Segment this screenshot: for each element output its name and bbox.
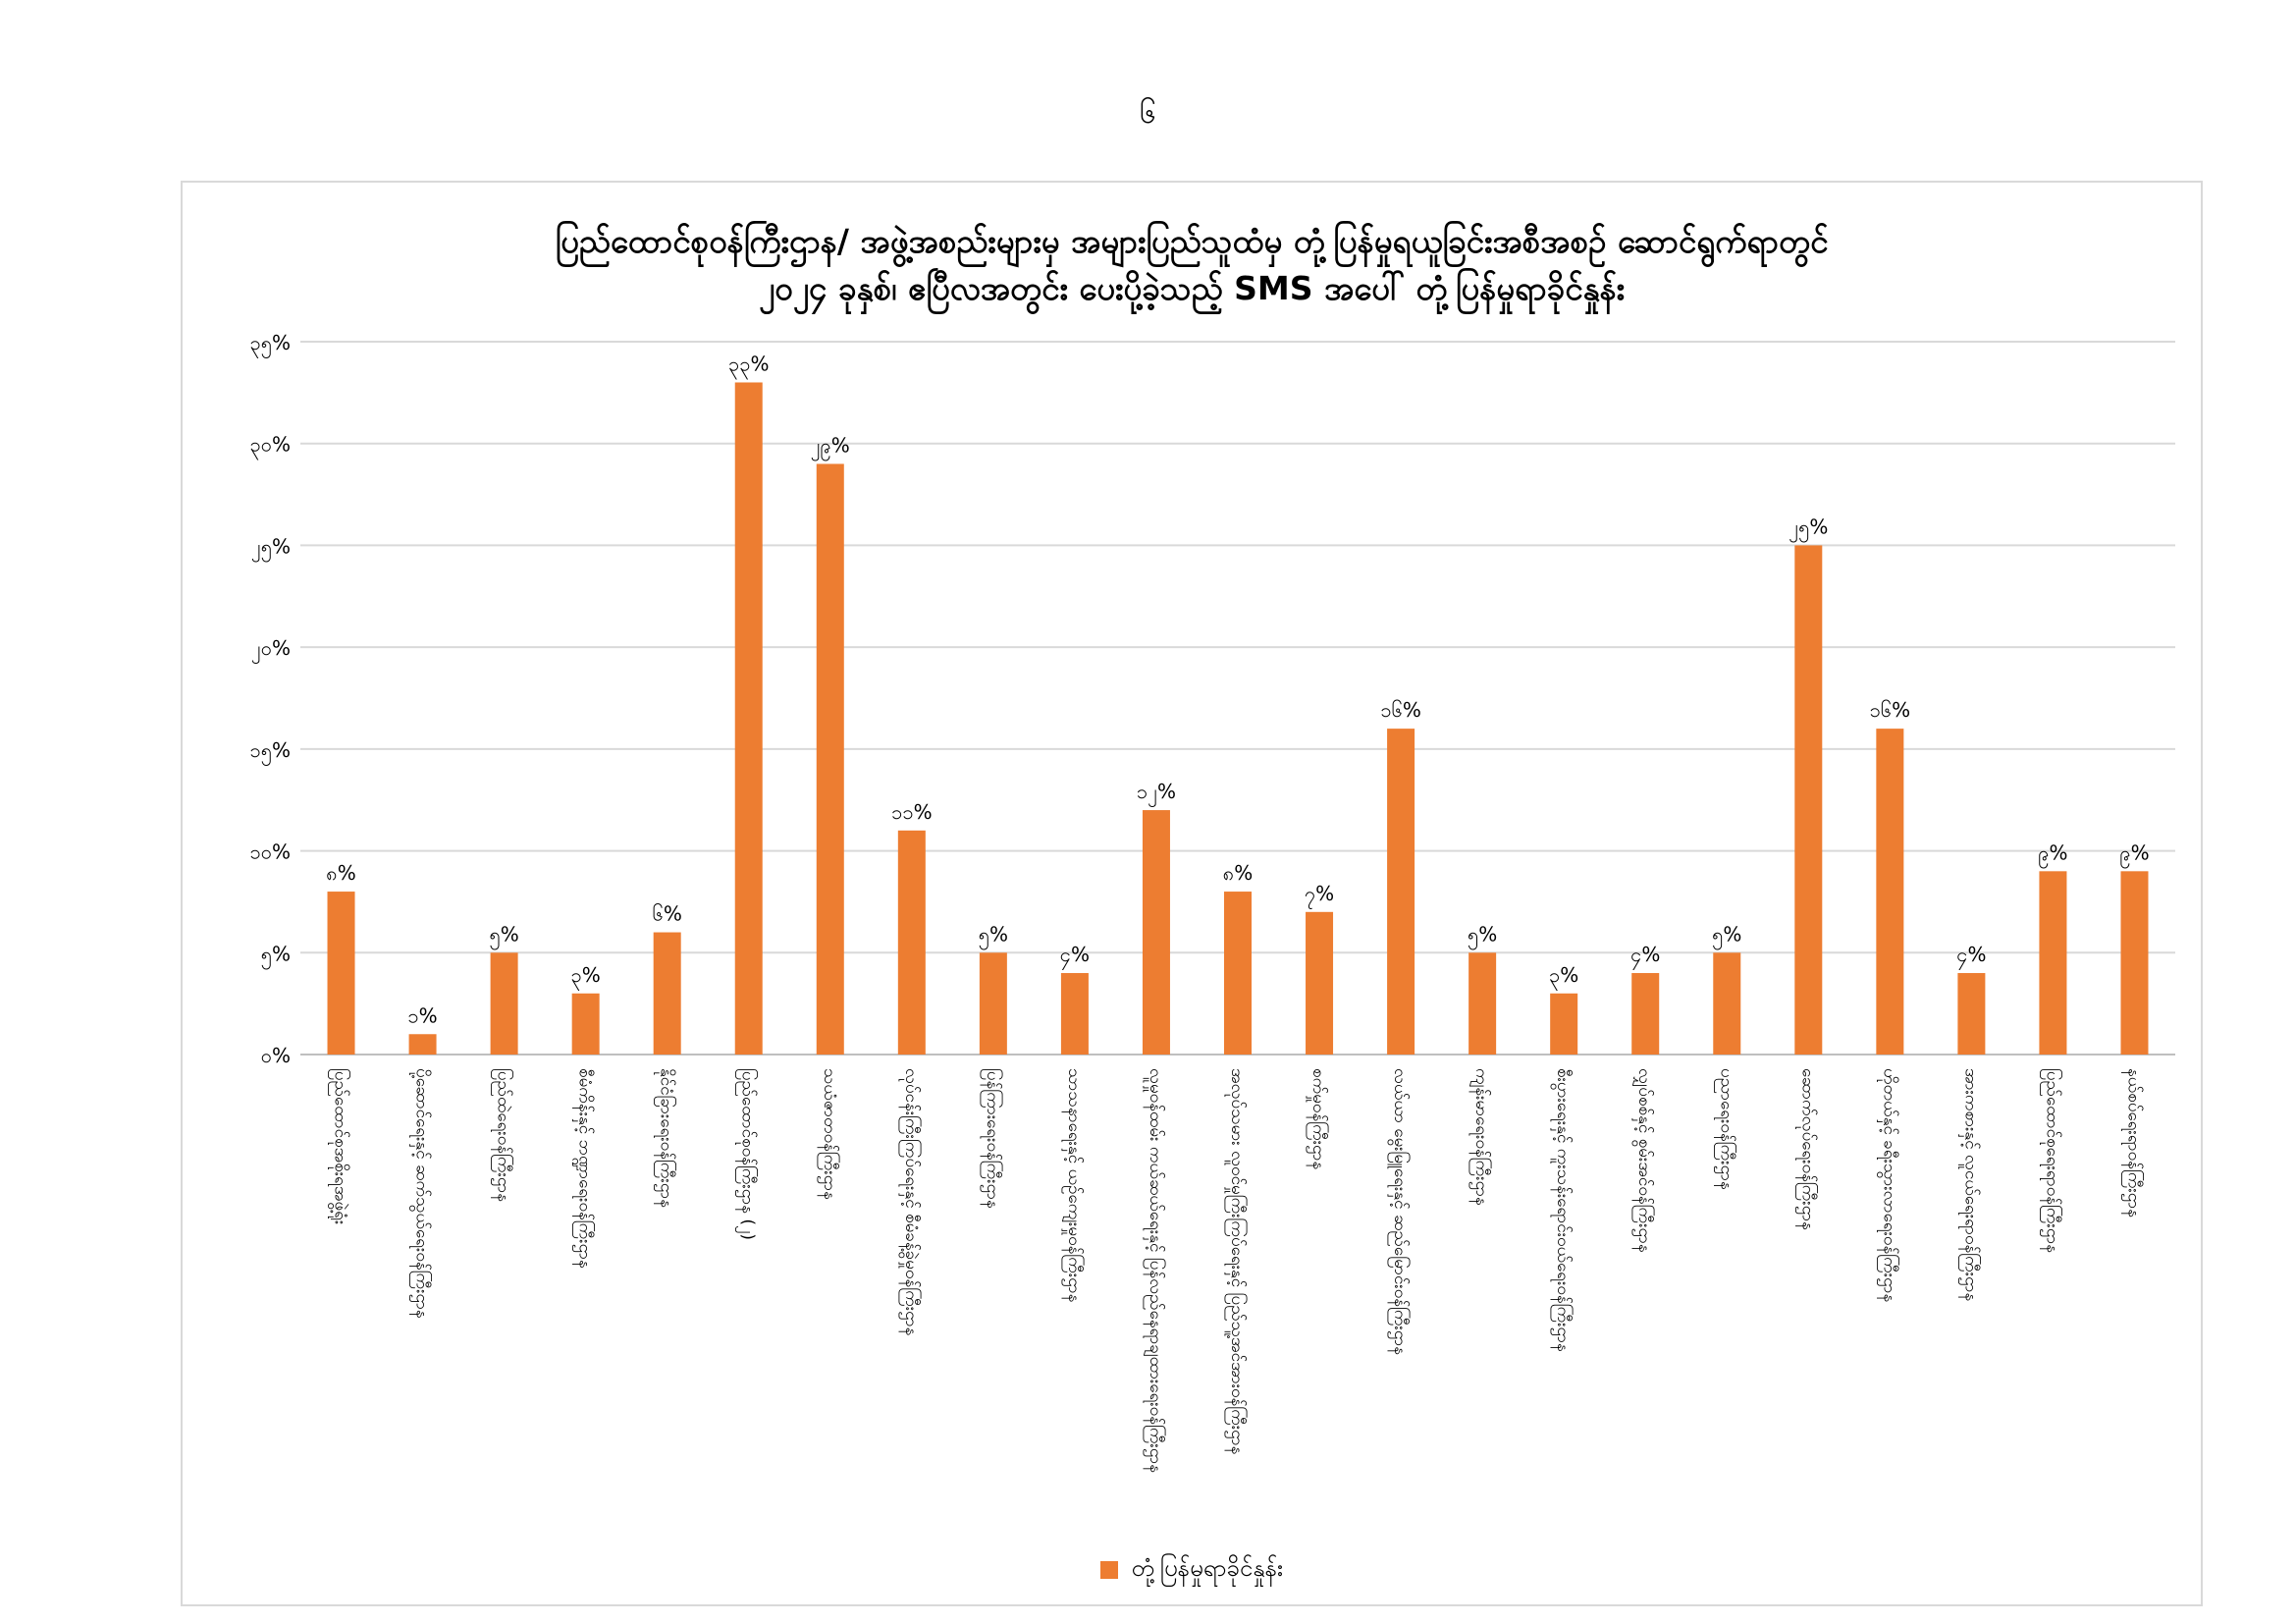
data-label: ၁၁% <box>891 800 933 824</box>
bar <box>653 932 681 1055</box>
x-tick-label: သာသနာရေးနှင့် ယဉ်ကျေးမှုဝန်ကြီးဌာန <box>1061 1068 1086 1302</box>
bar <box>2039 871 2067 1055</box>
x-tick-label: လူမှုဝန်ထမ်း ကယ်ဆယ်ရေးနှင့် ပြန်လည်နေရာခ… <box>1143 1068 1167 1473</box>
chart-legend: တုံ့ပြန်မှုရာခိုင်နှုန်း <box>183 1552 2201 1588</box>
data-label: ၅% <box>489 922 518 949</box>
x-tick-label: ပညာရေးဝန်ကြီးဌာန <box>1713 1068 1737 1190</box>
x-tick-label: ကျန်းမာရေးဝန်ကြီးဌာန <box>1468 1068 1493 1206</box>
bar <box>1142 810 1170 1055</box>
x-tick-label: ပြည်ထောင်စုရေးရာဝန်ကြီးဌာန <box>2039 1068 2063 1253</box>
bar <box>1468 952 1497 1055</box>
bar <box>408 1034 437 1055</box>
y-tick-label: ၂၀% <box>251 636 291 664</box>
x-tick-label: နယ်စပ်ရေးရာဝန်ကြီးဌာန <box>2120 1068 2145 1218</box>
data-label: ၃% <box>571 963 601 991</box>
bar <box>571 993 600 1055</box>
data-label: ၈% <box>1223 861 1253 885</box>
data-label: ၁၆% <box>1870 698 1911 722</box>
data-label: ၁% <box>407 1003 437 1027</box>
data-label: ၃၃% <box>728 352 770 379</box>
x-tick-label: လုပ်ငန်းကြီးကြပ်ရေးနှင့် စီမံခန့်ခွဲမှုဝ… <box>898 1068 923 1335</box>
data-label: ၉% <box>2119 840 2149 868</box>
data-label: ၉% <box>2038 840 2067 868</box>
page-number: ၆ <box>1140 96 1156 131</box>
bar <box>897 830 926 1055</box>
bar <box>1306 911 1334 1055</box>
y-tick-label: ၃၀% <box>249 433 291 460</box>
data-label: ၅% <box>1468 922 1497 949</box>
x-tick-label: အားကစားနှင့် လူငယ်ရေးရာဝန်ကြီးဌာန <box>1957 1068 1982 1301</box>
data-label: ၆% <box>653 902 682 926</box>
y-tick-label: ၁၅% <box>249 738 291 766</box>
x-tick-label: နိုင်ငံခြားရေးဝန်ကြီးဌာန <box>654 1068 678 1208</box>
data-label: ၅% <box>979 922 1008 949</box>
y-tick-label: ၁၀% <box>249 840 291 864</box>
y-tick-label: ၀% <box>261 1044 291 1067</box>
x-tick-label: ပြည်ထဲရေးဝန်ကြီးဌာန <box>491 1068 515 1202</box>
legend-swatch <box>1099 1561 1118 1579</box>
x-tick-label: လျှပ်စစ်နှင့် စွမ်းအင်ဝန်ကြီးဌာန <box>1631 1068 1656 1253</box>
data-label: ၁၆% <box>1380 698 1421 722</box>
bar <box>1713 952 1741 1055</box>
x-tick-label: ပြည်ထောင်စုအစိုးရအဖွဲ့ရုံး <box>328 1068 352 1224</box>
bar <box>979 952 1007 1055</box>
x-tick-label: ပြည်ထောင်စုဝန်ကြီးဌာန (၂) <box>735 1068 760 1240</box>
bar <box>2120 871 2149 1055</box>
bar <box>816 463 844 1055</box>
x-tick-label: လယ်ယာ မွေးမြူရေးနှင့် ဆည်မြောင်းဝန်ကြီးဌ… <box>1387 1068 1412 1355</box>
x-tick-label: သယံဇာတဝန်ကြီးဌာန <box>817 1068 841 1200</box>
y-tick-label: ၃၅% <box>249 331 291 358</box>
bar <box>1550 993 1578 1055</box>
bar <box>327 892 355 1055</box>
bar <box>734 382 763 1055</box>
y-tick-label: ၂၅% <box>251 534 291 562</box>
data-label: ၇% <box>1305 882 1334 909</box>
bar <box>1876 729 1904 1055</box>
x-tick-label: ပြန်ကြားရေးဝန်ကြီးဌာန <box>980 1068 1004 1209</box>
x-tick-label: ဟိုတယ်နှင့် ခရီးသွားလာရေးဝန်ကြီးဌာန <box>1876 1068 1900 1302</box>
bar <box>1794 545 1823 1055</box>
data-label: ၂၉% <box>811 433 850 460</box>
bar <box>1224 892 1252 1055</box>
data-label: ၄% <box>1630 943 1660 970</box>
data-label: ၁၂% <box>1137 780 1176 807</box>
x-tick-label: ဆောက်လုပ်ရေးဝန်ကြီးဌာန <box>1794 1068 1819 1230</box>
data-label: ၄% <box>1060 943 1090 970</box>
chart-title-line-1: ပြည်ထောင်စုဝန်ကြီးဌာန/ အဖွဲ့အစည်းများမှ … <box>555 222 1829 260</box>
bar <box>490 952 518 1055</box>
data-label: ၅% <box>1712 922 1741 949</box>
x-tick-label: စီးပွားရေးနှင့် ကူးသန်းရောင်းဝယ်ရေးဝန်ကြ… <box>1550 1068 1575 1352</box>
bar <box>1387 729 1415 1055</box>
data-label: ၂၅% <box>1789 514 1828 542</box>
x-tick-label: စက်မှုဝန်ကြီးဌာန <box>1306 1068 1330 1169</box>
chart-frame: ပြည်ထောင်စုဝန်ကြီးဌာန/ အဖွဲ့အစည်းများမှ … <box>181 181 2203 1606</box>
legend-label: တုံ့ပြန်မှုရာခိုင်နှုန်း <box>1131 1554 1284 1582</box>
x-tick-label: အလုပ်သမား လူဝင်မှုကြီးကြပ်ရေးနှင့် ပြည်သ… <box>1224 1068 1249 1454</box>
bar <box>1060 973 1089 1055</box>
data-label: ၄% <box>1956 943 1986 970</box>
x-tick-label: ပို့ဆောင်ရေးနှင့် ဆက်သွယ်ရေးဝန်ကြီးဌာန <box>409 1068 434 1319</box>
bar-chart: ၀% ၅% ၁၀% ၁၅% ၂၀% ၂၅% ၃၀% ၃၅% ၈% ပြည်ထောင်စုအစိုး… <box>249 331 2175 1473</box>
y-tick-label: ၅% <box>261 942 291 969</box>
data-label: ၈% <box>326 861 355 885</box>
bar <box>1631 973 1660 1055</box>
x-tick-label: စီမံကိန်းနှင့် ဘဏ္ဍာရေးဝန်ကြီးဌာန <box>572 1068 597 1269</box>
bar <box>1957 973 1986 1055</box>
chart-title-line-2: ၂၀၂၄ ခုနှစ်၊ ဧပြီလအတွင်း ပေးပို့ခဲ့သည့် … <box>758 269 1626 307</box>
data-label: ၃% <box>1549 963 1578 991</box>
